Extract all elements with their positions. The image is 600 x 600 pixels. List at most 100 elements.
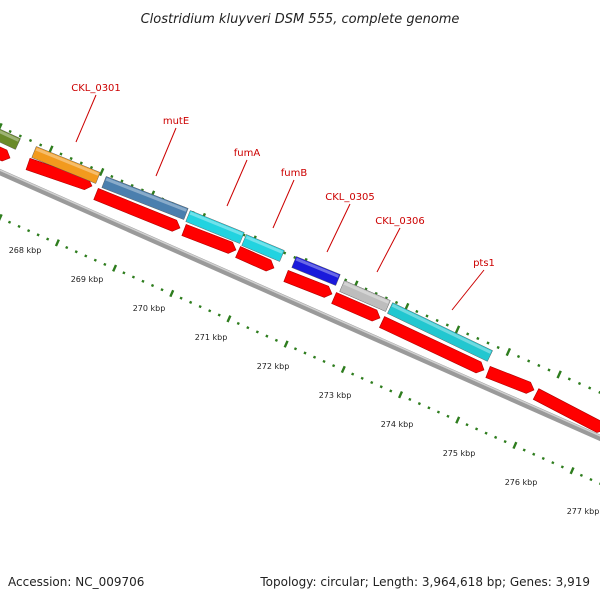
gene-block-fill <box>339 280 391 312</box>
scale-label: 276 kbp <box>505 478 538 487</box>
minor-tick-mark <box>560 465 564 469</box>
minor-tick-mark <box>246 326 250 330</box>
minor-tick-mark <box>427 406 431 410</box>
arrow-body <box>0 144 11 162</box>
minor-tick-mark <box>18 134 22 138</box>
minor-tick-mark <box>589 477 593 482</box>
minor-tick-mark <box>217 313 221 317</box>
minor-tick-mark <box>283 251 287 255</box>
minor-tick-mark <box>435 318 439 323</box>
gene-block <box>241 234 285 262</box>
major-tick-mark <box>169 289 175 298</box>
gene-label-ckl_0305: CKL_0305 <box>325 192 375 203</box>
minor-tick-mark <box>46 237 50 241</box>
minor-tick-mark <box>8 129 12 134</box>
major-tick-mark <box>0 122 3 132</box>
gene-block-highlight <box>391 303 492 354</box>
minor-tick-mark <box>474 427 479 431</box>
gene-label-mute: mutE <box>163 116 189 127</box>
minor-tick-mark <box>150 283 155 288</box>
red-gene-arrow <box>93 188 181 232</box>
major-tick-mark <box>556 370 562 379</box>
minor-tick-mark <box>577 381 582 386</box>
minor-tick-mark <box>588 386 592 390</box>
callout-line <box>226 159 248 207</box>
minor-tick-mark <box>370 380 374 385</box>
minor-tick-mark <box>415 309 419 314</box>
minor-tick-mark <box>547 368 551 372</box>
major-tick-mark <box>569 466 575 475</box>
minor-tick-mark <box>527 359 531 363</box>
scale-label: 274 kbp <box>381 420 414 429</box>
callout-line <box>155 127 177 177</box>
major-tick-mark <box>54 239 60 247</box>
arrow-body <box>93 188 181 232</box>
minor-tick-mark <box>293 347 298 351</box>
callout-line <box>326 203 351 253</box>
red-gene-arrow <box>485 366 535 394</box>
gene-callouts: CKL_0301 mutE fumA fumB CKL_0305 CKL_0306 pts1 <box>71 83 495 311</box>
minor-tick-mark <box>79 161 83 165</box>
accession-text: Accession: NC_009706 <box>8 575 144 589</box>
minor-tick-mark <box>312 355 317 359</box>
major-tick-mark <box>226 315 232 323</box>
minor-tick-mark <box>110 174 114 179</box>
gene-block-fill <box>31 146 101 184</box>
scale-labels: 268 kbp 269 kbp 270 kbp 271 kbp 272 kbp 273 k… <box>9 246 600 516</box>
arrow-body <box>283 270 333 298</box>
minor-tick-mark <box>351 372 355 376</box>
gene-block-fill <box>241 234 285 262</box>
arrow-body <box>532 388 600 433</box>
minor-tick-mark <box>36 233 40 237</box>
gene-block <box>387 302 493 362</box>
major-tick-mark <box>98 167 105 177</box>
minor-tick-mark <box>476 336 480 341</box>
minor-tick-mark <box>551 461 555 465</box>
red-gene-arrow <box>532 388 600 433</box>
minor-tick-mark <box>425 314 429 318</box>
minor-tick-mark <box>522 448 526 452</box>
red-gene-arrow <box>181 224 237 254</box>
inner-tick-track <box>0 213 600 486</box>
genome-summary-text: Topology: circular; Length: 3,964,618 bp… <box>259 575 590 589</box>
minor-tick-mark <box>394 300 399 305</box>
minor-tick-mark <box>265 334 269 338</box>
red-gene-arrow <box>379 316 485 374</box>
minor-tick-mark <box>120 179 124 183</box>
callout-line <box>272 179 295 229</box>
map-title: Clostridium kluyveri DSM 555, complete g… <box>141 12 460 27</box>
arrow-body <box>331 292 381 322</box>
scale-label: 277 kbp <box>567 507 600 516</box>
minor-tick-mark <box>516 354 521 359</box>
minor-tick-mark <box>303 351 307 355</box>
forward-strand-genes <box>0 126 493 362</box>
minor-tick-mark <box>141 279 145 283</box>
minor-tick-mark <box>93 258 97 262</box>
minor-tick-mark <box>274 338 278 342</box>
minor-tick-mark <box>236 321 240 326</box>
major-tick-mark <box>0 213 3 222</box>
callout-line <box>376 227 401 273</box>
minor-tick-mark <box>74 250 78 254</box>
minor-tick-mark <box>103 262 107 266</box>
minor-tick-mark <box>465 423 469 427</box>
major-tick-mark <box>112 264 118 272</box>
minor-tick-mark <box>65 245 69 250</box>
gene-block-fill <box>387 302 493 362</box>
minor-tick-mark <box>408 397 412 401</box>
scale-label: 270 kbp <box>133 304 166 313</box>
minor-tick-mark <box>466 332 470 336</box>
gene-block-highlight <box>0 127 20 142</box>
gene-block-fill <box>291 256 341 286</box>
gene-label-fumb: fumB <box>281 168 308 179</box>
gene-block-fill <box>101 176 189 220</box>
red-gene-arrow <box>331 292 381 322</box>
minor-tick-mark <box>84 254 88 258</box>
gene-block <box>101 176 189 220</box>
arrow-body <box>235 246 275 272</box>
minor-tick-mark <box>160 288 164 292</box>
major-tick-mark <box>340 365 346 374</box>
minor-tick-mark <box>28 138 33 143</box>
minor-tick-mark <box>496 345 500 350</box>
